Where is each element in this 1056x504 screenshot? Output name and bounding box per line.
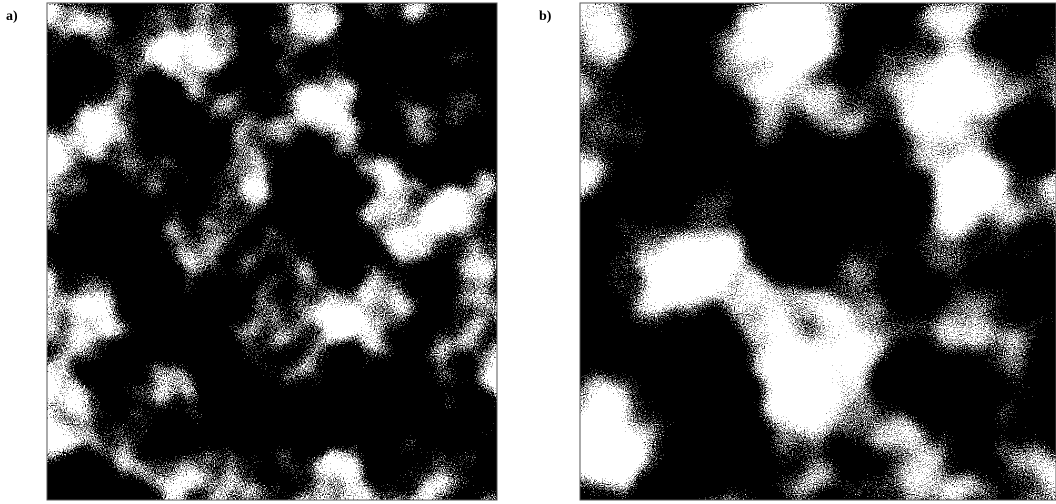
panel-border <box>579 2 1056 501</box>
panel-label: b) <box>539 9 552 24</box>
panel-border <box>46 2 498 501</box>
panel-image <box>47 3 497 500</box>
panel-label: a) <box>6 9 18 24</box>
panel-image <box>580 3 1056 500</box>
